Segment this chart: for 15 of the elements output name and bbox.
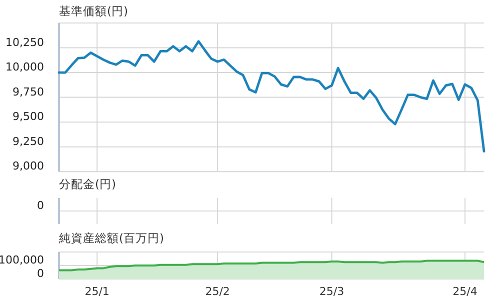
y-tick-label: 10,000 <box>6 60 44 74</box>
y-tick-label: 9,750 <box>12 85 44 98</box>
y-tick-label: 9,000 <box>12 160 44 173</box>
y-tick-label: 9,250 <box>12 134 44 148</box>
y-tick-label: 100,000 <box>0 254 44 266</box>
x-tick-label: 25/1 <box>84 285 110 298</box>
chart-title: 純資産総額(百万円) <box>59 231 164 245</box>
chart-title: 基準価額(円) <box>59 4 128 18</box>
y-tick-label: 9,500 <box>12 110 44 124</box>
x-tick-label: 25/2 <box>205 285 230 298</box>
y-tick-label: 0 <box>37 267 44 280</box>
x-tick-label: 25/4 <box>452 285 478 298</box>
y-tick-label: 10,250 <box>6 36 44 49</box>
x-tick-label: 25/3 <box>319 285 344 298</box>
text: 分配金(円) <box>59 177 116 191</box>
